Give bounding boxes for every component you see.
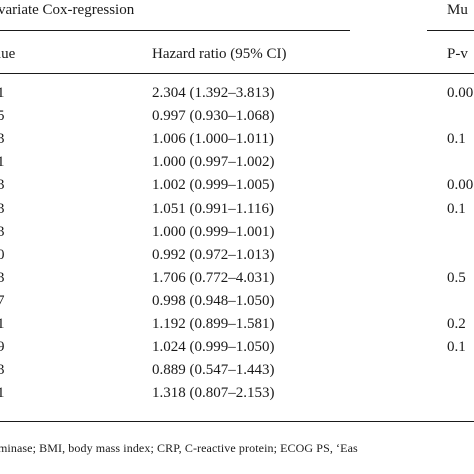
pvalue-right-cell: 0.1	[447, 201, 466, 217]
bottom-rule	[0, 421, 474, 422]
hazard-ratio-cell: 1.051 (0.991–1.116)	[152, 201, 274, 217]
hazard-ratio-cell: 0.998 (0.948–1.050)	[152, 293, 275, 309]
pvalue-left-cell: 3	[0, 131, 5, 147]
pvalue-left-cell: 5	[0, 108, 5, 124]
hazard-ratio-cell: 1.000 (0.997–1.002)	[152, 154, 275, 170]
multivariate-title: Mu	[447, 2, 468, 18]
pvalue-left-cell: 7	[0, 293, 5, 309]
hazard-ratio-cell: 1.000 (0.999–1.001)	[152, 224, 275, 240]
header-rule	[0, 73, 474, 74]
hazard-ratio-cell: 1.006 (1.000–1.011)	[152, 131, 274, 147]
hazard-ratio-cell: 1.002 (0.999–1.005)	[152, 177, 275, 193]
pvalue-left-cell: 3	[0, 362, 5, 378]
footnote: minase; BMI, body mass index; CRP, C-rea…	[0, 441, 358, 455]
hazard-ratio-cell: 1.318 (0.807–2.153)	[152, 385, 275, 401]
hazard-ratio-cell: 0.997 (0.930–1.068)	[152, 108, 275, 124]
pvalue-left-cell: 1	[0, 85, 5, 101]
pvalue-left-cell: 0	[0, 247, 5, 263]
hazard-ratio-cell: 2.304 (1.392–3.813)	[152, 85, 275, 101]
hazard-ratio-cell: 0.889 (0.547–1.443)	[152, 362, 275, 378]
pvalue-left-header: lue	[0, 46, 16, 62]
pvalue-right-cell: 0.2	[447, 316, 466, 332]
pvalue-right-cell: 0.00	[447, 85, 474, 101]
pvalue-right-header: P-v	[447, 46, 468, 62]
pvalue-right-cell: 0.1	[447, 131, 466, 147]
pvalue-right-cell: 0.00	[447, 177, 474, 193]
hazard-ratio-cell: 1.192 (0.899–1.581)	[152, 316, 275, 332]
pvalue-left-cell: 1	[0, 385, 5, 401]
hazard-ratio-header: Hazard ratio (95% CI)	[152, 46, 287, 62]
pvalue-left-cell: 1	[0, 154, 5, 170]
pvalue-left-cell: 3	[0, 201, 5, 217]
hazard-ratio-cell: 0.992 (0.972–1.013)	[152, 247, 275, 263]
pvalue-left-cell: 9	[0, 339, 5, 355]
pvalue-right-cell: 0.5	[447, 270, 466, 286]
pvalue-left-cell: 3	[0, 224, 5, 240]
univariate-title: variate Cox-regression	[0, 2, 135, 18]
pvalue-right-cell: 0.1	[447, 339, 466, 355]
pvalue-left-cell: 1	[0, 316, 5, 332]
hazard-ratio-cell: 1.706 (0.772–4.031)	[152, 270, 275, 286]
univariate-rule	[0, 30, 350, 31]
pvalue-left-cell: 3	[0, 270, 5, 286]
multivariate-rule	[427, 30, 474, 31]
pvalue-left-cell: 3	[0, 177, 5, 193]
hazard-ratio-cell: 1.024 (0.999–1.050)	[152, 339, 275, 355]
